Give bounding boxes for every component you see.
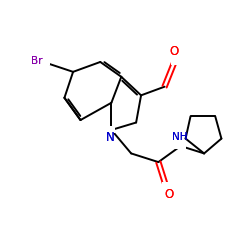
Text: O: O — [170, 44, 179, 58]
Text: O: O — [164, 188, 173, 200]
Text: N: N — [106, 131, 114, 144]
Text: O: O — [164, 188, 173, 200]
Bar — [108, 126, 115, 134]
Text: N: N — [106, 131, 114, 144]
Text: Br: Br — [31, 56, 42, 66]
Bar — [171, 58, 178, 66]
Text: O: O — [170, 44, 179, 58]
Text: Br: Br — [31, 56, 42, 66]
Bar — [36, 58, 50, 66]
Text: NH: NH — [172, 132, 187, 141]
Bar — [176, 142, 186, 150]
Text: NH: NH — [172, 132, 187, 141]
Bar — [162, 182, 169, 189]
